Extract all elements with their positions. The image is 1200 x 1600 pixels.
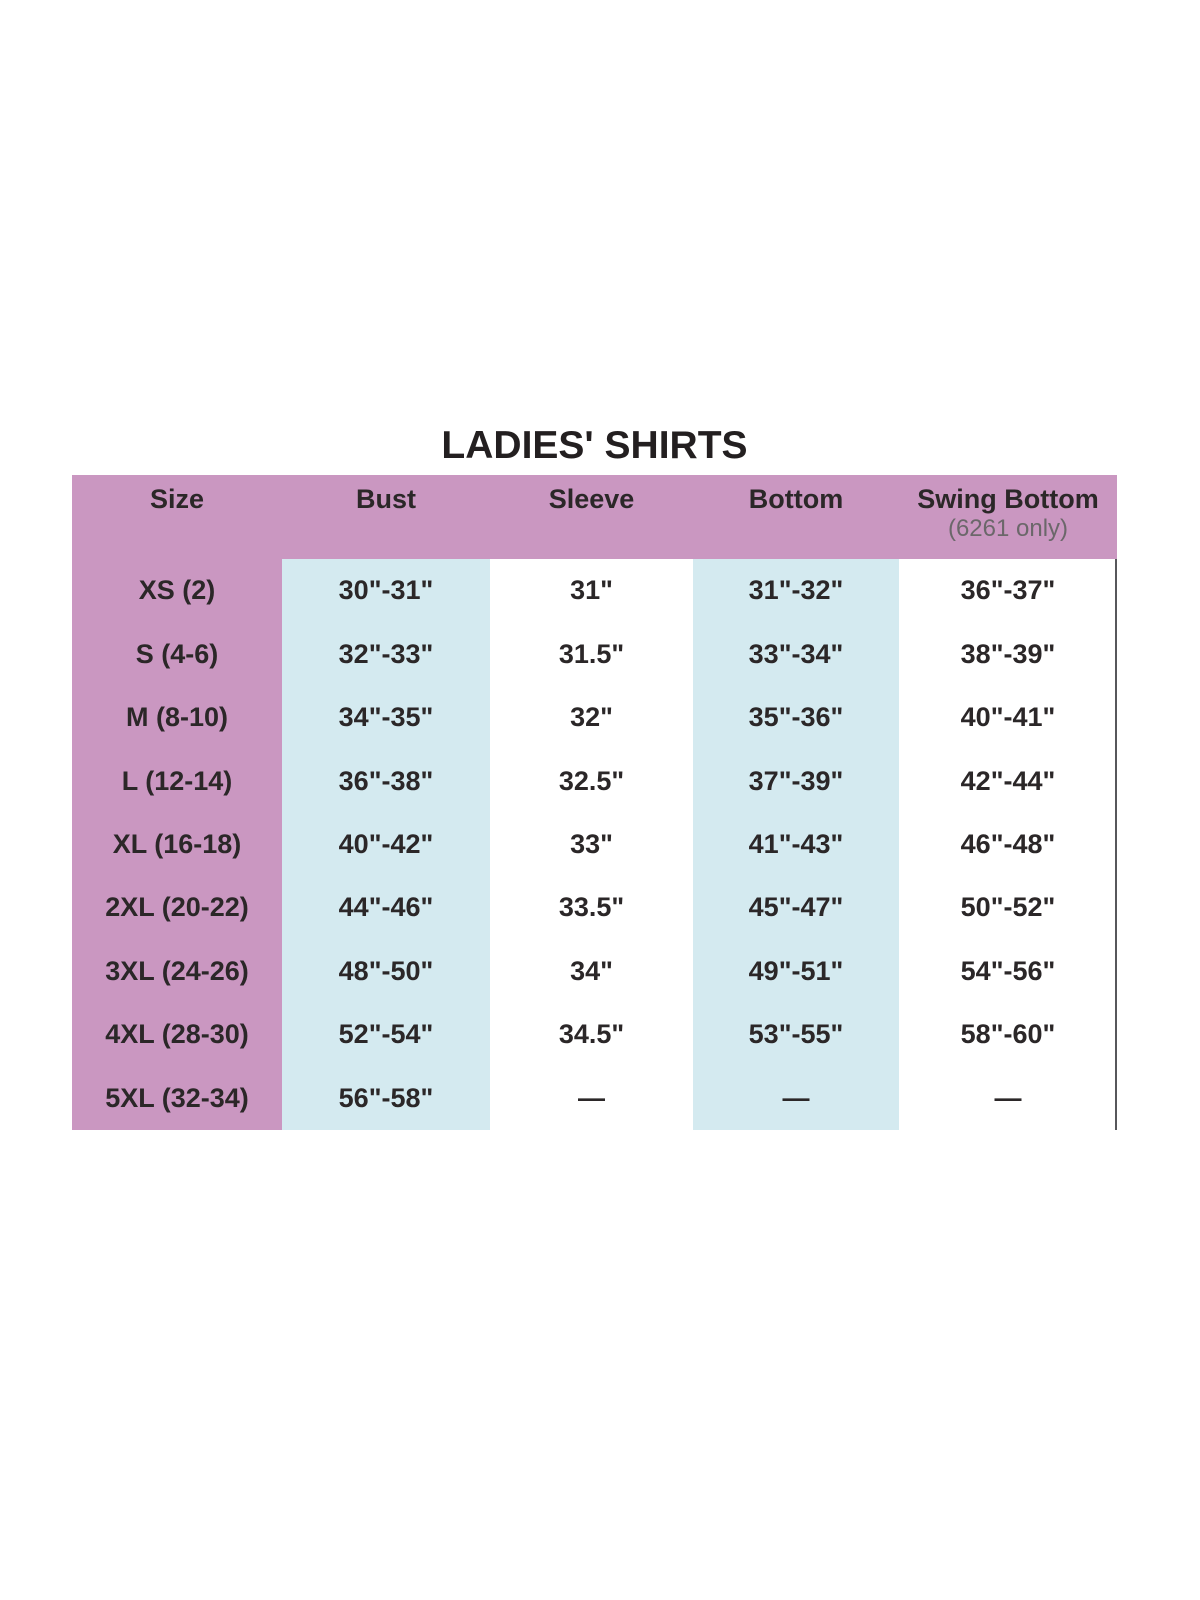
bust-cell: 48"-50" [282, 939, 490, 1004]
column-header-label: Bust [356, 484, 416, 514]
size-chart-table: Size Bust Sleeve Bottom Swing Bottom (62… [72, 475, 1117, 1130]
table-row: XS (2) 30"-31" 31" 31"-32" 36"-37" [72, 559, 1117, 623]
size-cell: 2XL (20-22) [72, 876, 282, 940]
column-header-label: Sleeve [548, 484, 635, 514]
chart-title: LADIES' SHIRTS [441, 424, 748, 467]
sleeve-cell: — [578, 1082, 605, 1113]
sleeve-cell: 33.5" [558, 892, 625, 923]
column-header-label: Swing Bottom [917, 484, 1099, 514]
table-row: 3XL (24-26) 48"-50" 34" 49"-51" 54"-56" [72, 939, 1117, 1004]
swing-bottom-cell: 36"-37" [960, 575, 1056, 606]
sleeve-cell: 34.5" [558, 1019, 625, 1050]
bottom-cell: 31"-32" [693, 559, 899, 623]
column-header-label: Bottom [748, 484, 844, 514]
bust-cell: 40"-42" [282, 812, 490, 877]
table-row: S (4-6) 32"-33" 31.5" 33"-34" 38"-39" [72, 622, 1117, 686]
swing-bottom-cell: 40"-41" [960, 702, 1056, 733]
bust-cell: 52"-54" [282, 1003, 490, 1067]
size-cell: 3XL (24-26) [72, 939, 282, 1004]
table-row: 5XL (32-34) 56"-58" — — — [72, 1066, 1117, 1130]
bottom-cell: 35"-36" [693, 685, 899, 750]
table-row: 4XL (28-30) 52"-54" 34.5" 53"-55" 58"-60… [72, 1003, 1117, 1067]
sleeve-cell: 31" [570, 575, 613, 606]
swing-bottom-cell: 38"-39" [960, 638, 1056, 669]
table-row: 2XL (20-22) 44"-46" 33.5" 45"-47" 50"-52… [72, 876, 1117, 940]
column-header-swing-bottom: Swing Bottom (6261 only) [899, 475, 1117, 559]
column-header-label: Size [149, 484, 205, 514]
table-header-row: Size Bust Sleeve Bottom Swing Bottom (62… [72, 475, 1117, 559]
sleeve-cell: 31.5" [558, 638, 625, 669]
column-header-size: Size [72, 475, 282, 559]
bottom-cell: — [693, 1066, 899, 1130]
size-cell: XS (2) [72, 559, 282, 623]
sleeve-cell: 32.5" [558, 765, 625, 796]
table-row: L (12-14) 36"-38" 32.5" 37"-39" 42"-44" [72, 749, 1117, 813]
table-row: M (8-10) 34"-35" 32" 35"-36" 40"-41" [72, 685, 1117, 750]
bottom-cell: 49"-51" [693, 939, 899, 1004]
size-cell: 5XL (32-34) [72, 1066, 282, 1130]
size-cell: 4XL (28-30) [72, 1003, 282, 1067]
column-header-sleeve: Sleeve [490, 475, 693, 559]
bust-cell: 56"-58" [282, 1066, 490, 1130]
table-right-divider [1115, 559, 1117, 1130]
bottom-cell: 33"-34" [693, 622, 899, 686]
size-cell: XL (16-18) [72, 812, 282, 877]
swing-bottom-cell: — [994, 1082, 1022, 1113]
bottom-cell: 45"-47" [693, 876, 899, 940]
swing-bottom-cell: 54"-56" [960, 955, 1056, 986]
size-cell: M (8-10) [72, 685, 282, 750]
column-note: (6261 only) [947, 515, 1069, 542]
bust-cell: 36"-38" [282, 749, 490, 813]
table-row: XL (16-18) 40"-42" 33" 41"-43" 46"-48" [72, 812, 1117, 877]
bust-cell: 34"-35" [282, 685, 490, 750]
size-cell: L (12-14) [72, 749, 282, 813]
swing-bottom-cell: 58"-60" [960, 1019, 1056, 1050]
column-header-bust: Bust [282, 475, 490, 559]
bust-cell: 44"-46" [282, 876, 490, 940]
column-header-bottom: Bottom [693, 475, 899, 559]
bottom-cell: 37"-39" [693, 749, 899, 813]
sleeve-cell: 34" [570, 955, 613, 986]
bust-cell: 30"-31" [282, 559, 490, 623]
size-cell: S (4-6) [72, 622, 282, 686]
swing-bottom-cell: 46"-48" [960, 828, 1056, 859]
bottom-cell: 53"-55" [693, 1003, 899, 1067]
bottom-cell: 41"-43" [693, 812, 899, 877]
sleeve-cell: 33" [570, 828, 613, 859]
swing-bottom-cell: 50"-52" [960, 892, 1056, 923]
sleeve-cell: 32" [570, 702, 613, 733]
swing-bottom-cell: 42"-44" [960, 765, 1056, 796]
bust-cell: 32"-33" [282, 622, 490, 686]
